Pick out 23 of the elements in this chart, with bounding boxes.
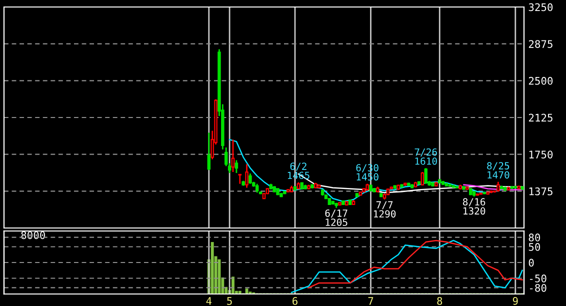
- x-tick-label: 6: [292, 297, 298, 305]
- annotation: 8/25 1470: [487, 162, 510, 179]
- annotation: 7/26 1610: [414, 148, 437, 165]
- x-tick-label: 7: [368, 297, 374, 305]
- y-tick-label: 80: [528, 234, 540, 242]
- y-tick-label: 2500: [528, 76, 553, 85]
- annotation: 7/7 1290: [374, 201, 396, 218]
- y-tick-label: 1375: [529, 187, 552, 196]
- y-tick-label: 50: [528, 243, 540, 251]
- annotation: 8/16 1320: [462, 198, 486, 215]
- annotation: 6/17 1205: [325, 209, 348, 226]
- y2-tick-label: 8000: [21, 231, 45, 240]
- y-tick-label: -80: [530, 284, 546, 292]
- y-tick-label: 3250: [528, 3, 553, 12]
- y-tick-label: 0: [528, 258, 534, 267]
- x-tick-label: 8: [437, 297, 442, 305]
- y-tick-label: 1750: [529, 150, 553, 158]
- y-tick-label: 2125: [528, 114, 552, 122]
- y-tick-label: 2875: [528, 40, 552, 48]
- y-tick-label: -50: [530, 274, 546, 282]
- x-tick-label: 4: [206, 297, 212, 305]
- x-tick-label: 9: [512, 297, 518, 305]
- x-tick-label: 5: [227, 297, 232, 305]
